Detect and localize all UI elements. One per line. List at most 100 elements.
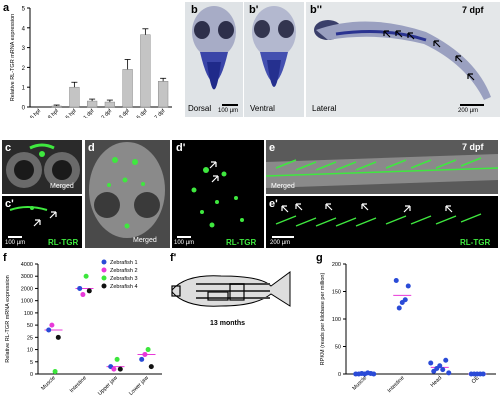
data-point [443,357,449,363]
legend-label: Zebrafish 3 [110,276,138,282]
panel-g-chart: 0 50 100 150 200 RPKM (reads per kilobase per… [320,262,496,394]
x-tick-label: 15 hpf [63,108,78,118]
y-tick-label: 0 [30,372,33,378]
y-tick-label: 25 [27,335,33,341]
data-point [49,322,55,328]
age-label-b: 7 dpf [462,5,484,15]
data-point [55,334,61,340]
data-point [46,327,52,333]
arrows-b2 [383,30,475,81]
y-tick-label: 50 [335,345,341,351]
y-tick-label: 1 [22,86,26,92]
f1-caption: 13 months [210,320,246,327]
x-tick-label: Muscle [352,375,369,392]
panel-label-e: e [269,142,276,154]
panel-c-image [2,140,82,194]
merged-label-e: Merged [271,183,295,190]
panel-label-f: f [3,252,7,264]
panel-c1-image [2,196,82,248]
data-point [142,351,148,357]
x-tick-label: Head [430,375,444,389]
y-tick-label: 5 [30,360,33,366]
data-point [80,292,86,298]
y-tick-label: 4000 [21,262,33,268]
scale-bar-b [222,104,238,106]
data-point [139,356,145,362]
x-tick-label: 8 hpf [47,108,60,118]
y-tick-label: 0 [22,106,26,112]
panel-label-d: d [88,142,95,154]
data-point [117,366,123,372]
merged-label-d: Merged [133,237,157,244]
data-point [428,360,434,366]
x-tick-label: Upper jaw [97,375,119,397]
panel-e1-image [266,196,498,248]
x-tick-label: 3.5 hpf [26,108,42,118]
data-point [83,273,89,279]
y-tick-label: 100 [332,317,341,323]
panel-f-chart: 0 5 10 25 50 100 1000 2000 3000 4000 Relative RL-T… [5,259,162,397]
panel-e-image [266,140,498,194]
panel-f1-fish [171,271,291,307]
panel-label-c1: c' [5,198,14,210]
legend-marker [101,283,107,289]
data-point [393,278,399,283]
panel-label-f1: f' [170,252,177,264]
panel-label-c: c [5,142,12,154]
data-point [480,371,486,377]
rltgr-label-c: RL-TGR [48,238,79,247]
data-point [371,371,377,377]
y-tick-label: 5 [22,7,26,13]
legend-label: Zebrafish 2 [110,268,138,274]
y-tick-label: 200 [332,262,341,268]
legend-label: Zebrafish 1 [110,260,138,266]
data-point [440,367,446,373]
panel-label-b1: b' [249,4,259,16]
y-tick-label: 0 [338,372,341,378]
scale-bar-e [272,236,294,238]
panel-b1-image [244,2,304,117]
ventral-label: Ventral [250,104,275,113]
lateral-label: Lateral [312,104,337,113]
panel-d-image [85,140,170,248]
legend-marker [101,275,107,281]
data-point [86,288,92,294]
legend-label: Zebrafish 4 [110,284,138,290]
data-point [396,305,402,311]
panel-a-chart: 0 1 2 3 4 5 Relative RL-TGR mRNA expression 3.5… [10,7,172,118]
x-tick-label: Lower jaw [128,375,150,397]
x-tick-label: Muscle [40,375,57,392]
y-tick-label: 2000 [21,286,33,292]
x-tick-label: 2 dpf [100,108,113,118]
y-tick-label: 100 [24,311,33,317]
bar [104,101,116,108]
bar [140,34,151,108]
scale-bar-d [177,236,191,238]
bar [51,105,62,108]
panel-b-image [185,2,243,117]
y-tick-label: 3000 [21,274,33,280]
y-tick-label: 10 [27,348,33,354]
x-tick-label: OE [471,375,481,385]
data-point [111,366,117,372]
data-point [405,283,411,289]
dorsal-label: Dorsal [188,104,212,113]
bar [157,81,169,108]
panel-d1-image [172,140,264,248]
y-tick-label: 4 [22,26,26,32]
data-point [145,347,151,353]
y-tick-label: 50 [27,323,33,329]
panel-label-e1: e' [269,198,278,210]
scale-label-c: 100 µm [5,240,26,246]
x-tick-label: 7 dpf [154,108,167,118]
y-axis-title: RPKM (reads per kilobase per million) [320,273,326,366]
x-tick-label: Intestine [69,375,88,394]
data-point [114,356,120,362]
data-point [437,363,443,369]
legend-marker [101,259,107,265]
panel-label-d1: d' [176,142,186,154]
x-tick-label: 1 dpf [83,108,96,118]
data-point [402,297,408,303]
panel-label-b: b [191,4,198,16]
bar [86,100,98,108]
